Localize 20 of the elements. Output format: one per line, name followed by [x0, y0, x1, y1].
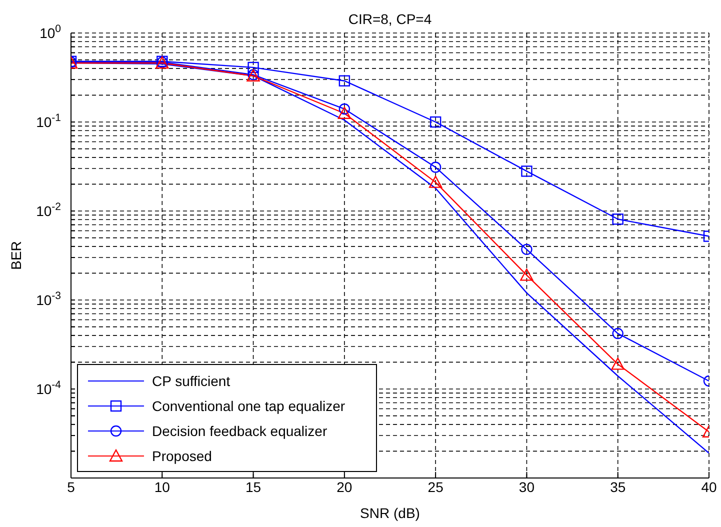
legend-label: Proposed: [152, 448, 212, 464]
x-tick-label: 20: [336, 478, 352, 495]
y-tick-label: 10$^{-3}$: [36, 290, 62, 308]
y-tick-label: 10$^{-1}$: [36, 112, 62, 130]
x-tick-label: 35: [610, 478, 626, 495]
y-tick-label: 10$^{-4}$: [36, 379, 62, 397]
x-tick-label: 40: [701, 478, 717, 495]
x-tick-label: 15: [245, 478, 262, 495]
legend-label: Decision feedback equalizer: [152, 422, 328, 438]
x-tick-label: 10: [154, 478, 170, 495]
legend-label: CP sufficient: [152, 372, 230, 388]
y-axis-title: BER: [8, 241, 24, 270]
y-tick-label: 10$^{-2}$: [36, 201, 62, 219]
chart-title: CIR=8, CP=4: [348, 11, 432, 27]
y-tick-label: 10$^{0}$: [40, 23, 62, 41]
x-tick-label: 25: [428, 478, 444, 495]
x-axis-title: SNR (dB): [360, 505, 420, 521]
legend-label: Conventional one tap equalizer: [152, 398, 346, 414]
x-tick-label: 30: [518, 478, 535, 495]
x-tick-label: 5: [67, 478, 76, 495]
